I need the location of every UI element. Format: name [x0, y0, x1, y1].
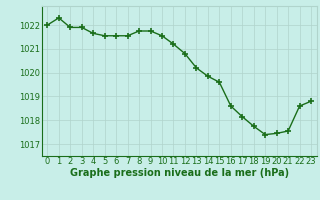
X-axis label: Graphe pression niveau de la mer (hPa): Graphe pression niveau de la mer (hPa)	[70, 168, 289, 178]
